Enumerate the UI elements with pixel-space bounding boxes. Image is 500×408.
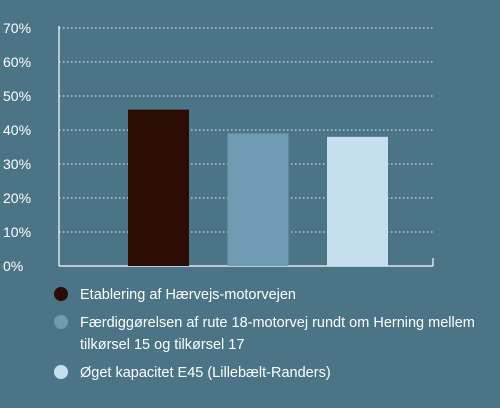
legend-item-3: Øget kapacitet E45 (Lillebælt-Randers)	[54, 362, 494, 384]
y-tick-label: 20%	[3, 190, 31, 206]
y-tick-label: 40%	[3, 122, 31, 138]
y-tick-label: 0%	[3, 258, 23, 274]
legend-item-1: Etablering af Hærvejs-motorvejen	[54, 284, 494, 306]
legend-label-2: Færdiggørelsen af rute 18-motorvej rundt…	[80, 315, 475, 353]
legend-swatch-2	[54, 315, 68, 329]
y-tick-label: 30%	[3, 156, 31, 172]
legend: Etablering af Hærvejs-motorvejen Færdigg…	[54, 284, 494, 390]
legend-label-1: Etablering af Hærvejs-motorvejen	[80, 287, 296, 303]
bar-2	[227, 133, 289, 266]
legend-swatch-1	[54, 287, 68, 301]
y-tick-label: 60%	[3, 54, 31, 70]
y-tick-label: 50%	[3, 88, 31, 104]
legend-swatch-3	[54, 365, 68, 379]
y-tick-label: 70%	[3, 20, 31, 36]
bar-1	[128, 109, 189, 266]
legend-item-2: Færdiggørelsen af rute 18-motorvej rundt…	[54, 312, 494, 356]
bar-chart: 0% 10% 20% 30% 40% 50% 60% 70%	[3, 20, 434, 274]
legend-label-3: Øget kapacitet E45 (Lillebælt-Randers)	[80, 365, 331, 381]
y-tick-label: 10%	[3, 224, 31, 240]
bar-3	[327, 136, 388, 266]
